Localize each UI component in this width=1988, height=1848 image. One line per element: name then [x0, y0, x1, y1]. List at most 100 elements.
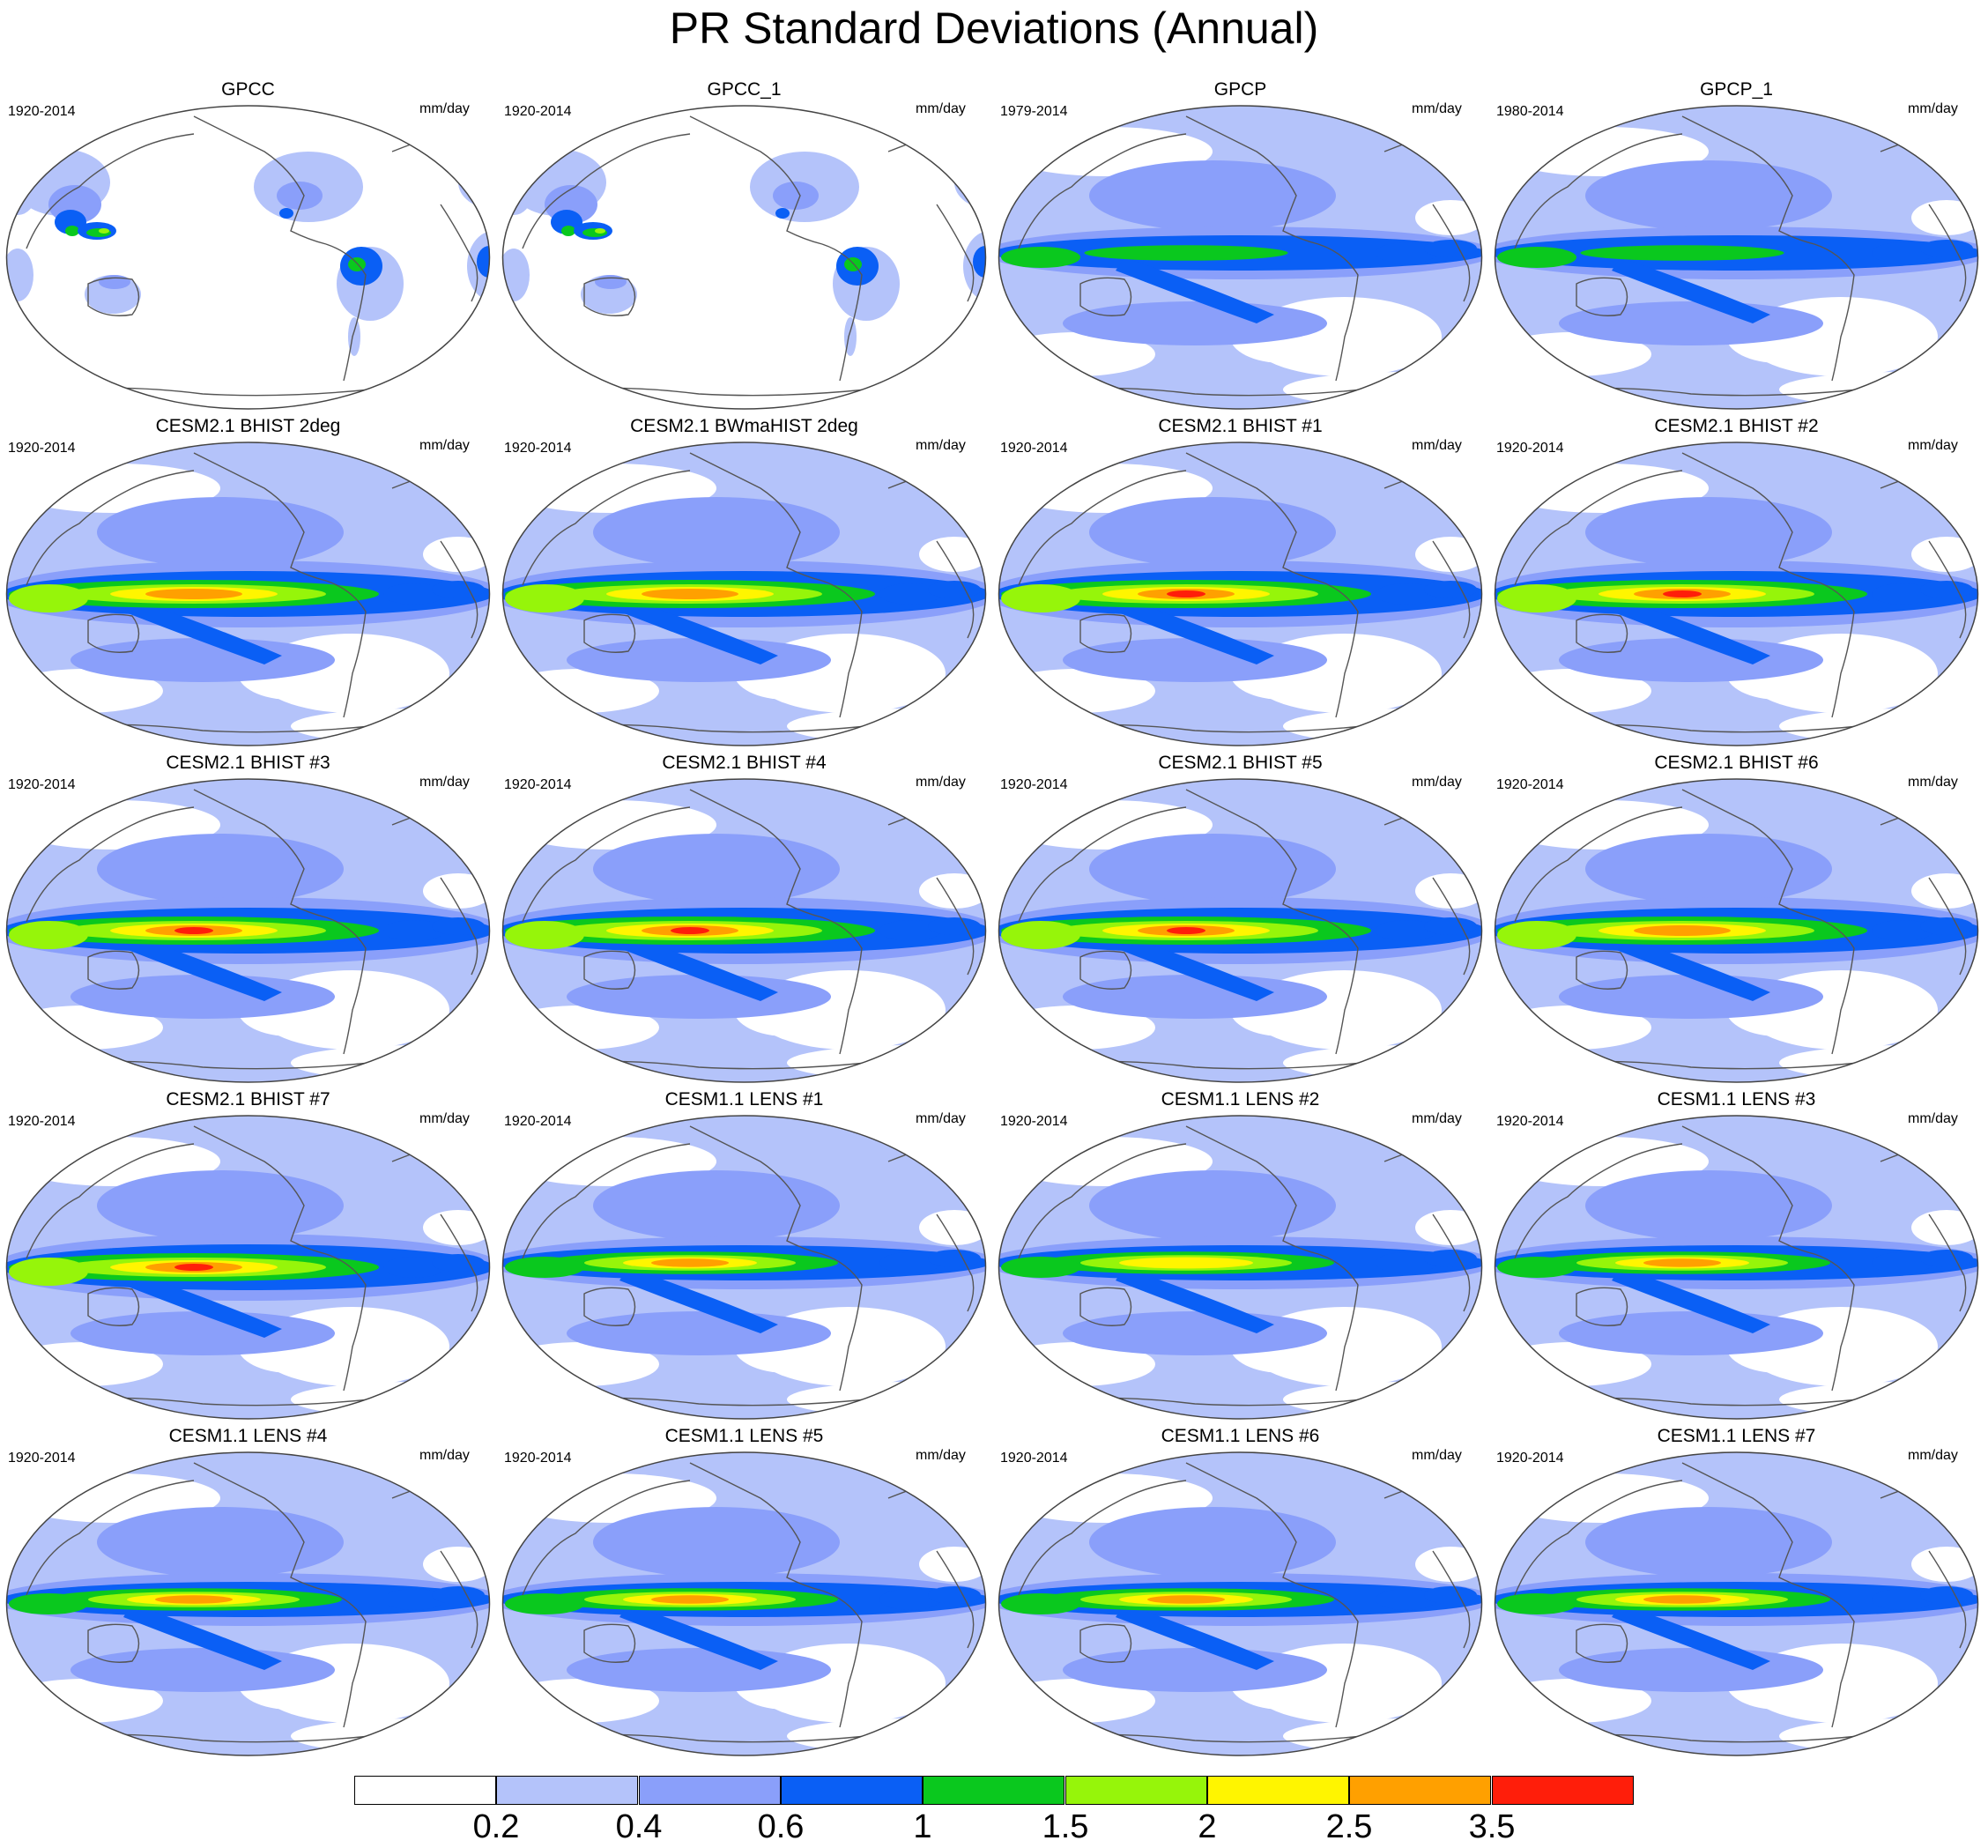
land-amazon-core [844, 257, 862, 271]
map-panel: CESM2.1 BHIST 2deg 1920-2014 mm/day [0, 416, 496, 753]
indian-ocean-anomaly [1497, 921, 1576, 949]
land-us-east [773, 182, 819, 210]
land-monsoon [55, 210, 86, 234]
map-outline [1494, 105, 1979, 410]
itcz-level [155, 1595, 233, 1604]
spcz-band [1116, 598, 1274, 664]
ocean-no-data [6, 106, 490, 409]
coastline [887, 1130, 973, 1162]
coastline [689, 789, 823, 918]
panel-period: 1920-2014 [1496, 441, 1564, 456]
africa-west [1920, 917, 1973, 935]
indian-ocean-anomaly [9, 1593, 88, 1614]
indian-ocean-anomaly [1497, 584, 1576, 612]
panel-period: 1920-2014 [8, 1114, 76, 1129]
colorbar-swatch [1492, 1776, 1634, 1805]
coastline [1880, 793, 1965, 826]
panel-period: 1920-2014 [1496, 1114, 1564, 1129]
panel-units: mm/day [1908, 438, 1958, 453]
africa-west [1920, 1250, 1973, 1267]
panel-title: CESM1.1 LENS #5 [664, 1426, 824, 1446]
map-panel: CESM2.1 BHIST #4 1920-2014 mm/day [496, 753, 992, 1090]
coastline [1432, 877, 1471, 976]
world-map [5, 442, 491, 746]
map-outline [501, 778, 987, 1083]
itcz-level [174, 927, 213, 934]
coastline [1576, 613, 1628, 653]
panel-title: CESM2.1 BHIST #3 [166, 753, 330, 773]
coastline [1383, 793, 1469, 826]
coastline [522, 133, 691, 249]
map-outline [501, 442, 987, 746]
panel-units: mm/day [916, 775, 966, 790]
coastline [1185, 115, 1319, 245]
dry-zone-n-atlantic [1415, 1547, 1482, 1582]
storm-track-south [1063, 638, 1327, 682]
colorbar-label: 3.5 [1468, 1808, 1516, 1845]
coastline [1079, 613, 1132, 653]
atlantic-itcz [1376, 920, 1437, 941]
coastline [87, 950, 140, 990]
coastline [26, 470, 195, 586]
itcz-level [1580, 245, 1784, 261]
world-map [5, 105, 491, 410]
coastline [87, 1623, 140, 1663]
indian-ocean-anomaly [1001, 1593, 1080, 1614]
coastline [391, 1466, 477, 1499]
storm-track-south [1063, 975, 1327, 1019]
storm-track-south [70, 638, 335, 682]
colorbar-label: 2 [1198, 1808, 1217, 1845]
map-outline [501, 105, 987, 410]
panel-period: 1920-2014 [8, 104, 76, 119]
coastline [1079, 277, 1132, 316]
storm-track-north [1585, 834, 1832, 904]
map-outline [5, 105, 491, 410]
storm-track-south [1063, 301, 1327, 345]
panel-period: 1920-2014 [504, 1451, 572, 1466]
colorbar [354, 1776, 1634, 1807]
panel-title: CESM1.1 LENS #6 [1161, 1426, 1320, 1446]
indian-ocean-anomaly [505, 1593, 584, 1614]
map-outline [998, 1451, 1483, 1756]
map-panel: CESM1.1 LENS #4 1920-2014 mm/day [0, 1426, 496, 1763]
coastline [1185, 1125, 1319, 1255]
colorbar-swatch [1207, 1776, 1349, 1805]
panel-period: 1920-2014 [8, 1451, 76, 1466]
panel-units: mm/day [419, 438, 470, 453]
atlantic-itcz [383, 920, 445, 941]
storm-track-north [593, 497, 840, 568]
storm-track-north [1585, 1507, 1832, 1577]
coastline [325, 580, 367, 718]
panel-units: mm/day [916, 1448, 966, 1463]
coastlines [1514, 1125, 1967, 1406]
panel-title: CESM1.1 LENS #3 [1657, 1089, 1816, 1110]
indian-ocean-anomaly [9, 1258, 88, 1286]
coastline [1383, 120, 1469, 152]
coastline [1514, 1143, 1683, 1259]
coastline [1018, 1480, 1187, 1596]
atlantic-itcz [879, 920, 941, 941]
panel-units: mm/day [1412, 775, 1462, 790]
land-mexico [775, 208, 790, 219]
map-panel: CESM2.1 BHIST #2 1920-2014 mm/day [1488, 416, 1984, 753]
coastline [26, 806, 195, 923]
coastline [936, 204, 975, 302]
maritime-peak [595, 228, 605, 234]
indian-ocean-anomaly [1001, 247, 1080, 268]
indian-ocean-anomaly [1497, 1257, 1576, 1278]
africa-west [1920, 1586, 1973, 1604]
figure-title: PR Standard Deviations (Annual) [669, 4, 1319, 53]
coastline [1383, 1466, 1469, 1499]
coastline [440, 540, 478, 639]
africa-west [432, 581, 485, 598]
coastline [887, 793, 973, 826]
coastline [583, 950, 636, 990]
coastline [1880, 1130, 1965, 1162]
panel-period: 1920-2014 [504, 1114, 572, 1129]
panel-title: CESM2.1 BHIST #7 [166, 1089, 330, 1110]
coastline [522, 470, 691, 586]
world-map [998, 442, 1483, 746]
coastline [325, 1590, 367, 1728]
world-map [501, 1451, 987, 1756]
itcz-level [671, 927, 709, 934]
